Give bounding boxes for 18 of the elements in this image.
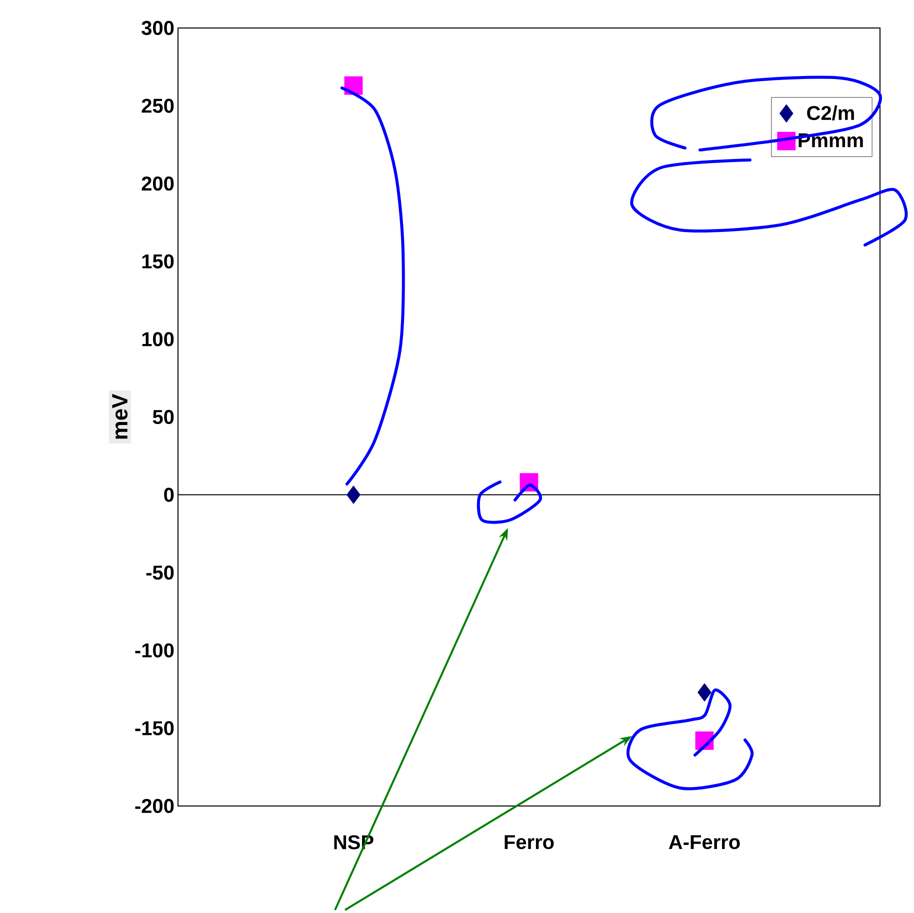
x-tick-label: Ferro <box>504 835 554 850</box>
legend-label: C2/m <box>807 105 854 120</box>
y-tick-label: 250 <box>142 98 174 113</box>
y-axis-title: meV <box>112 394 128 439</box>
y-tick-label: 200 <box>142 176 174 191</box>
y-tick-label: -150 <box>135 721 174 736</box>
point <box>698 683 712 702</box>
y-tick-label: 50 <box>152 410 174 424</box>
y-tick-label: -50 <box>146 566 174 580</box>
y-tick-label: -100 <box>135 643 174 658</box>
y-tick-label: 100 <box>142 332 174 346</box>
y-tick-label: 0 <box>164 488 174 502</box>
x-tick-label: A-Ferro <box>668 835 740 850</box>
y-tick-label: 300 <box>142 20 174 36</box>
legend-label: Pmmm <box>798 133 863 148</box>
y-tick-label: 150 <box>142 254 174 268</box>
y-tick-label: -200 <box>135 798 174 814</box>
point <box>346 486 360 504</box>
